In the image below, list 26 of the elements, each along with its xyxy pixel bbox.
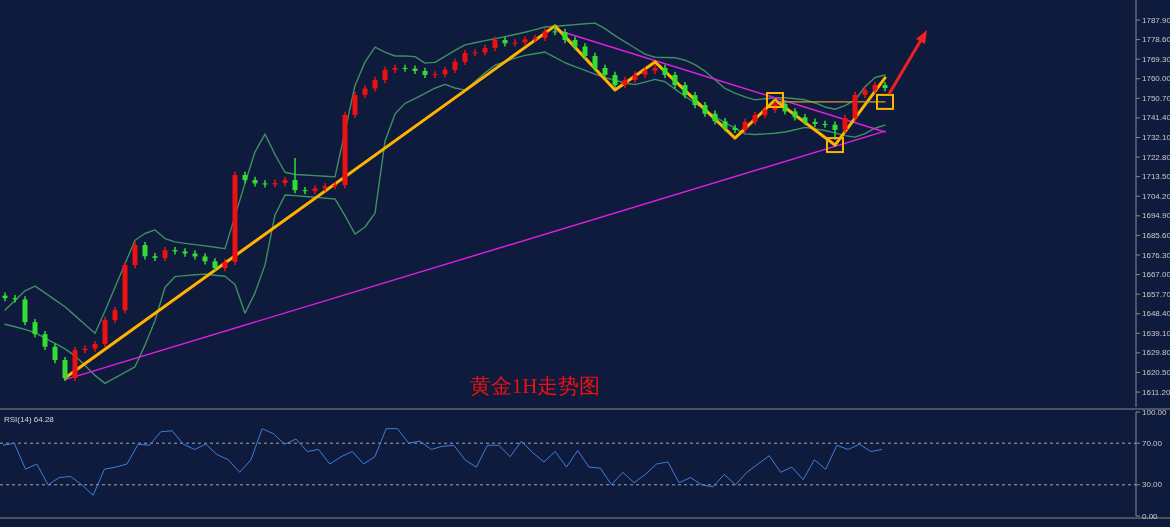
y-tick-label: 1778.60	[1142, 35, 1170, 45]
y-tick-label: 1657.70	[1142, 289, 1170, 299]
y-tick-label: 1713.50	[1142, 172, 1170, 182]
y-tick-label: 1648.40	[1142, 309, 1170, 319]
y-tick-label: 100.00	[1142, 407, 1168, 417]
y-tick-label: 0.00	[1142, 511, 1159, 521]
y-tick-label: 1760.00	[1142, 74, 1170, 84]
y-tick-label: 1620.50	[1142, 368, 1170, 378]
y-tick-label: 1611.20	[1142, 387, 1170, 397]
y-tick-label: 1667.00	[1142, 270, 1170, 280]
y-tick-label: 30.00	[1142, 480, 1163, 490]
y-tick-label: 1741.40	[1142, 113, 1170, 123]
y-tick-label: 70.00	[1142, 438, 1163, 448]
y-tick-label: 1629.80	[1142, 348, 1170, 358]
chart-title: RSI(14) 64.28	[4, 415, 55, 424]
y-tick-label: 1694.90	[1142, 211, 1170, 221]
y-tick-label: 1639.10	[1142, 328, 1170, 338]
y-tick-label: 1676.30	[1142, 250, 1170, 260]
y-tick-label: 1732.10	[1142, 133, 1170, 143]
text: 黄金1H走势图	[469, 374, 601, 398]
y-tick-label: 1750.70	[1142, 93, 1170, 103]
y-tick-label: 1787.90	[1142, 15, 1170, 25]
y-tick-label: 1769.30	[1142, 54, 1170, 64]
y-tick-label: 1704.20	[1142, 191, 1170, 201]
y-tick-label: 1685.60	[1142, 230, 1170, 240]
y-tick-label: 1722.80	[1142, 152, 1170, 162]
